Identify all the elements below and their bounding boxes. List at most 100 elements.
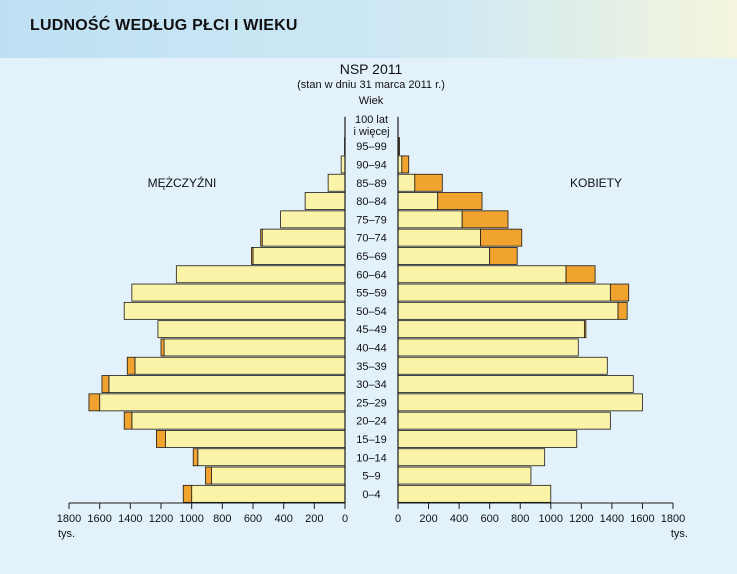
male-tick-label-1: 200	[305, 513, 323, 525]
female-bar-4	[397, 411, 611, 430]
male-bar-17	[327, 173, 346, 192]
female-excess-bar-13	[489, 247, 518, 265]
male-excess-bar-0	[182, 484, 193, 503]
female-excess-bar-16	[437, 192, 483, 210]
male-tick-label-5: 1000	[179, 513, 203, 525]
female-bar-15	[397, 210, 463, 229]
female-bar-13	[397, 247, 491, 265]
female-bar-16	[397, 192, 439, 210]
male-bar-1	[211, 466, 346, 485]
male-excess-bar-4	[123, 411, 133, 430]
age-label-3: 15–19	[356, 434, 387, 446]
age-label-17: 85–89	[356, 178, 387, 190]
female-excess-bar-11	[609, 283, 630, 302]
age-labels-group: 0–4 5–9 10–14 15–19 20–24 25–29 30–34 35–39 40–4…	[353, 114, 389, 501]
male-excess-bar-8	[160, 338, 165, 357]
male-excess-bar-5	[88, 393, 101, 412]
male-bar-10	[123, 301, 346, 320]
left-unit-label: tys.	[58, 528, 75, 540]
right-side-label: KOBIETY	[570, 176, 622, 190]
male-bar-4	[131, 411, 346, 430]
male-bar-5	[99, 393, 346, 412]
male-excess-bar-7	[126, 356, 136, 375]
age-label-10: 50–54	[356, 306, 387, 318]
female-bar-5	[397, 393, 643, 412]
female-excess-bar-15	[461, 210, 509, 229]
female-bar-12	[397, 265, 567, 284]
male-tick-label-4: 800	[213, 513, 231, 525]
age-label-7: 35–39	[356, 361, 387, 373]
male-excess-bar-14	[260, 228, 263, 247]
male-bar-2	[197, 448, 346, 467]
female-excess-bar-10	[617, 301, 628, 320]
age-label-9: 45–49	[356, 324, 387, 336]
female-bar-9	[397, 320, 585, 339]
female-excess-bar-19	[398, 137, 400, 156]
male-bar-13	[252, 247, 346, 265]
age-label-1: 5–9	[362, 471, 380, 483]
age-label-19: 95–99	[356, 141, 387, 153]
female-tick-label-3: 600	[480, 513, 498, 525]
female-tick-label-2: 400	[450, 513, 468, 525]
left-side-label: MĘŻCZYŹNI	[148, 175, 217, 190]
female-bar-1	[397, 466, 532, 485]
female-bar-14	[397, 228, 481, 247]
female-bar-11	[397, 283, 611, 302]
female-excess-bar-17	[414, 173, 443, 192]
male-excess-bar-1	[205, 466, 212, 485]
female-tick-label-0: 0	[395, 513, 401, 525]
right-unit-label: tys.	[671, 528, 688, 540]
male-tick-label-9: 1800	[57, 513, 81, 525]
age-axis-label: Wiek	[359, 95, 384, 107]
male-bar-12	[175, 265, 346, 284]
age-label-6: 30–34	[356, 379, 387, 391]
female-bar-0	[397, 484, 552, 503]
chart-title: NSP 2011	[340, 61, 403, 77]
male-bar-14	[261, 228, 346, 247]
male-bar-11	[131, 283, 346, 302]
age-label-12: 60–64	[356, 269, 387, 281]
age-label-2: 10–14	[356, 452, 387, 464]
age-label-8: 40–44	[356, 342, 387, 354]
male-excess-bar-13	[251, 247, 254, 265]
male-tick-label-8: 1600	[87, 513, 111, 525]
age-label-11: 55–59	[356, 288, 387, 300]
male-bar-6	[108, 375, 346, 393]
male-bar-16	[304, 192, 346, 210]
male-excess-bar-6	[101, 375, 110, 393]
age-label-15: 75–79	[356, 214, 387, 226]
female-tick-label-1: 200	[419, 513, 437, 525]
male-tick-label-3: 600	[244, 513, 262, 525]
age-label-4: 20–24	[356, 416, 387, 428]
age-label-16: 80–84	[356, 196, 387, 208]
age-label-0: 0–4	[362, 489, 380, 501]
male-tick-label-7: 1400	[118, 513, 142, 525]
female-bar-3	[397, 430, 578, 448]
male-bar-7	[134, 356, 346, 375]
female-tick-label-5: 1000	[539, 513, 563, 525]
male-excess-bar-2	[192, 448, 199, 467]
female-bar-8	[397, 338, 579, 357]
female-tick-label-6: 1200	[569, 513, 593, 525]
male-excess-bar-3	[155, 430, 166, 448]
age-label-18: 90–94	[356, 159, 387, 171]
female-excess-bar-12	[565, 265, 596, 284]
male-bar-15	[280, 210, 346, 229]
age-label-14: 70–74	[356, 233, 387, 245]
male-tick-label-0: 0	[342, 513, 348, 525]
female-excess-bar-14	[480, 228, 523, 247]
female-tick-label-8: 1600	[630, 513, 654, 525]
female-bar-10	[397, 301, 619, 320]
bars-group	[88, 137, 643, 503]
chart-subtitle: (stan w dniu 31 marca 2011 r.)	[297, 79, 445, 91]
male-bar-9	[157, 320, 346, 339]
female-tick-label-4: 800	[511, 513, 529, 525]
male-tick-label-6: 1200	[149, 513, 173, 525]
header-title: LUDNOŚĆ WEDŁUG PŁCI I WIEKU	[30, 17, 298, 34]
age-label-20: 100 lat i więcej	[353, 114, 389, 138]
female-bar-17	[397, 173, 416, 192]
female-excess-bar-9	[583, 320, 587, 339]
female-tick-label-7: 1400	[600, 513, 624, 525]
